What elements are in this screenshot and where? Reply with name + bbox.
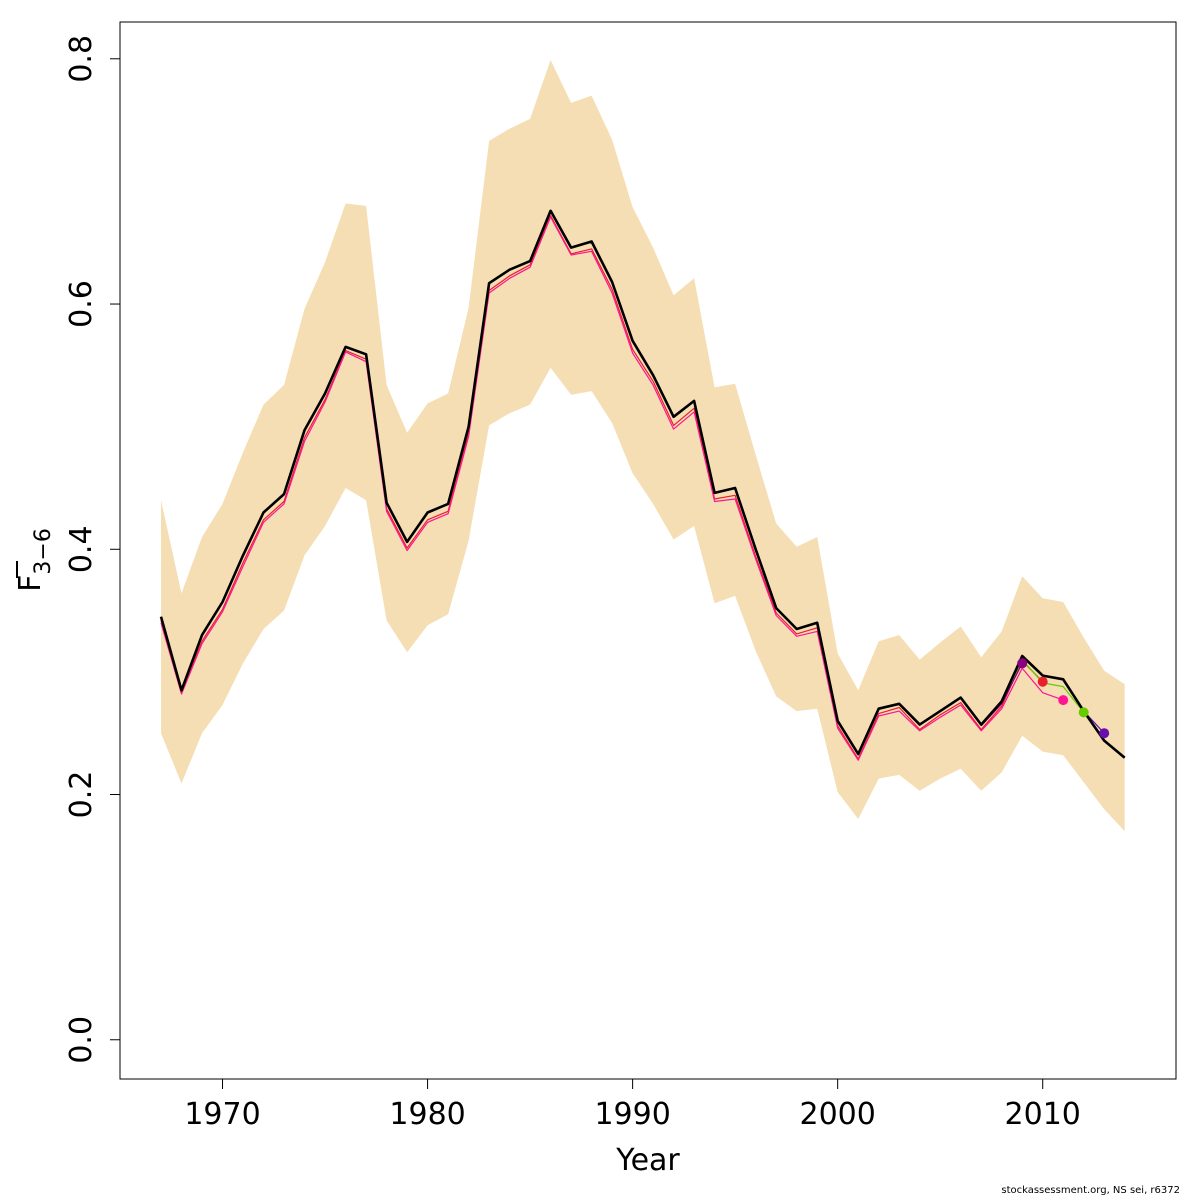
series-end-point-4 xyxy=(1017,658,1028,669)
y-tick-label: 0.8 xyxy=(64,35,99,83)
y-tick-label: 0.4 xyxy=(64,525,99,573)
series-line-0 xyxy=(159,209,1126,759)
footer-credit: stockassessment.org, NS sei, r6372 xyxy=(1001,1185,1180,1196)
series-line-2 xyxy=(160,216,1064,761)
x-tick-label: 1970 xyxy=(184,1097,260,1132)
x-axis: 1970 1980 1990 2000 2010 xyxy=(184,1078,1081,1132)
series-end-point-3 xyxy=(1078,707,1089,718)
x-tick-label: 2010 xyxy=(1005,1097,1081,1132)
y-axis-label-main: F xyxy=(13,575,48,592)
end-points-layer xyxy=(1017,658,1110,739)
y-tick-label: 0.6 xyxy=(64,280,99,328)
series-line-1 xyxy=(160,215,1044,760)
x-tick-label: 1990 xyxy=(594,1097,670,1132)
series-end-point-2 xyxy=(1058,695,1069,706)
confidence-band xyxy=(161,60,1125,832)
y-axis: 0.0 0.2 0.4 0.6 0.8 xyxy=(64,35,121,1064)
svg-text:F3−6: F3−6 xyxy=(13,528,56,592)
series-layer xyxy=(159,209,1126,761)
y-tick-label: 0.2 xyxy=(64,771,99,819)
y-axis-label: F3−6 xyxy=(13,528,56,592)
x-tick-label: 1980 xyxy=(389,1097,465,1132)
x-tick-label: 2000 xyxy=(799,1097,875,1132)
series-end-point-1 xyxy=(1037,676,1048,687)
confidence-band-layer xyxy=(161,60,1125,832)
y-tick-label: 0.0 xyxy=(64,1016,99,1064)
series-end-point-5 xyxy=(1099,728,1110,739)
x-axis-label: Year xyxy=(615,1143,680,1178)
y-axis-label-sub: 3−6 xyxy=(31,528,56,574)
